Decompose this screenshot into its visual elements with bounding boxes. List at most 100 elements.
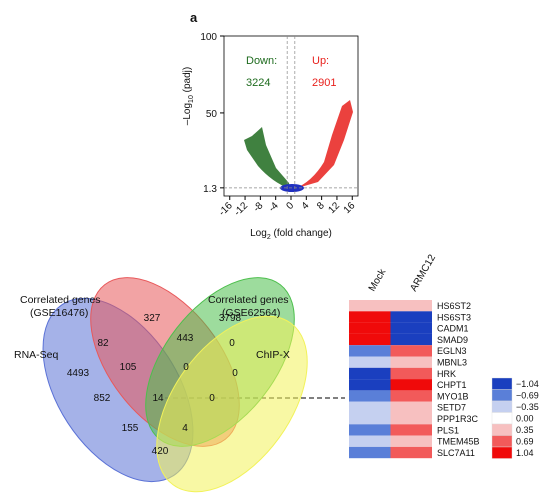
heat-cell (390, 300, 432, 312)
heat-cell (390, 322, 432, 334)
y-axis-label-sub: 10 (188, 95, 195, 103)
venn-count: 155 (122, 423, 139, 434)
legend-label: 0.35 (516, 425, 534, 435)
venn-set-label: RNA-Seq (14, 349, 59, 361)
heat-cell (349, 300, 391, 312)
annotation-count: 3224 (246, 77, 270, 89)
heat-cell (390, 424, 432, 436)
heat-cell (390, 413, 432, 425)
venn-set-label: Correlated genes (208, 294, 289, 306)
venn-count: 0 (209, 393, 215, 404)
venn-count: 4 (182, 423, 188, 434)
legend-swatch (491, 377, 513, 390)
heat-cell (349, 446, 391, 459)
venn-count: 14 (152, 393, 164, 404)
row-label: TMEM45B (437, 437, 480, 447)
x-tick-label: -4 (267, 200, 281, 214)
venn-set-label: (GSE62564) (222, 307, 280, 319)
row-label: HS6ST2 (437, 301, 471, 311)
venn-count: 3798 (219, 313, 242, 324)
legend-swatch (491, 389, 513, 402)
heat-cell (390, 435, 432, 447)
heat-cell (349, 322, 391, 334)
legend-swatch (491, 435, 513, 448)
row-label: MYO1B (437, 391, 469, 401)
y-axis-label-rest: (padj) (182, 67, 193, 95)
x-tick-label: 16 (342, 200, 358, 216)
row-label: SLC7A11 (437, 448, 475, 458)
legend-swatch (491, 400, 513, 413)
heat-cell (390, 379, 432, 391)
heat-cell (349, 356, 391, 368)
y-axis-label: –Log10 (padj) (182, 67, 195, 125)
annotation-count: 2901 (312, 77, 336, 89)
x-tick-label: 12 (326, 200, 342, 216)
row-label: HS6ST3 (437, 312, 471, 322)
x-axis-label: Log2 (fold change) (250, 228, 332, 241)
x-axis-label-rest: (fold change) (271, 228, 332, 239)
x-tick-label: 0 (284, 200, 296, 212)
heat-cell (349, 333, 391, 346)
legend-swatch (491, 412, 513, 425)
legend-label: −1.04 (516, 379, 539, 389)
venn-set-label: Correlated genes (20, 294, 101, 306)
legend-label: −0.69 (516, 391, 539, 401)
heat-cell (390, 446, 432, 459)
heat-cell (349, 379, 391, 391)
volcano-clouds (244, 100, 353, 192)
annotation-label: Up: (312, 55, 329, 67)
x-tick-label: -8 (251, 200, 265, 214)
heat-cell (349, 413, 391, 425)
x-tick-label: 8 (315, 200, 327, 212)
row-label: EGLN3 (437, 346, 467, 356)
x-axis-label-sub: 2 (267, 234, 271, 241)
venn-set-label: (GSE16476) (30, 307, 88, 319)
legend-swatch (491, 423, 513, 436)
heat-cell (390, 345, 432, 357)
annotation-label: Down: (246, 55, 277, 67)
heat-cell (349, 345, 391, 357)
venn-count: 105 (120, 362, 137, 373)
venn-count: 852 (94, 393, 111, 404)
y-tick-label: 1.3 (203, 184, 217, 195)
heat-cell (390, 367, 432, 380)
heat-cell (390, 356, 432, 368)
column-label: Mock (367, 266, 389, 293)
row-label: PLS1 (437, 425, 459, 435)
heat-cell (390, 311, 432, 323)
x-tick-label: -12 (232, 200, 250, 218)
y-axis-label-text: –Log (182, 103, 193, 125)
legend-label: −0.35 (516, 402, 539, 412)
plot-frame (223, 35, 359, 197)
y-tick-label: 50 (206, 109, 218, 120)
heat-cell (349, 435, 391, 447)
row-label: CHPT1 (437, 380, 467, 390)
column-label: ARMC12 (408, 252, 438, 293)
heat-cell (349, 401, 391, 413)
row-label: CADM1 (437, 324, 469, 334)
y-tick-label: 100 (200, 32, 217, 43)
venn-count: 0 (229, 338, 235, 349)
venn-count: 443 (177, 333, 194, 344)
venn-count: 82 (97, 338, 109, 349)
heat-cell (349, 367, 391, 380)
x-axis-label-text: Log (250, 228, 267, 239)
venn-set-label: ChIP-X (256, 349, 290, 361)
row-label: MBNL3 (437, 358, 467, 368)
venn-set (156, 315, 308, 493)
heat-cell (349, 390, 391, 402)
heat-cell (349, 311, 391, 323)
panel-label: a (190, 10, 198, 25)
legend-label: 1.04 (516, 448, 534, 458)
venn-count: 420 (152, 446, 169, 457)
heat-cell (349, 424, 391, 436)
venn-count: 4493 (67, 368, 90, 379)
row-label: HRK (437, 369, 456, 379)
legend-label: 0.00 (516, 414, 534, 424)
venn-count: 327 (144, 313, 161, 324)
venn-count: 0 (183, 362, 189, 373)
heat-cell (390, 390, 432, 402)
row-label: PPP1R3C (437, 414, 479, 424)
row-label: SETD7 (437, 403, 466, 413)
